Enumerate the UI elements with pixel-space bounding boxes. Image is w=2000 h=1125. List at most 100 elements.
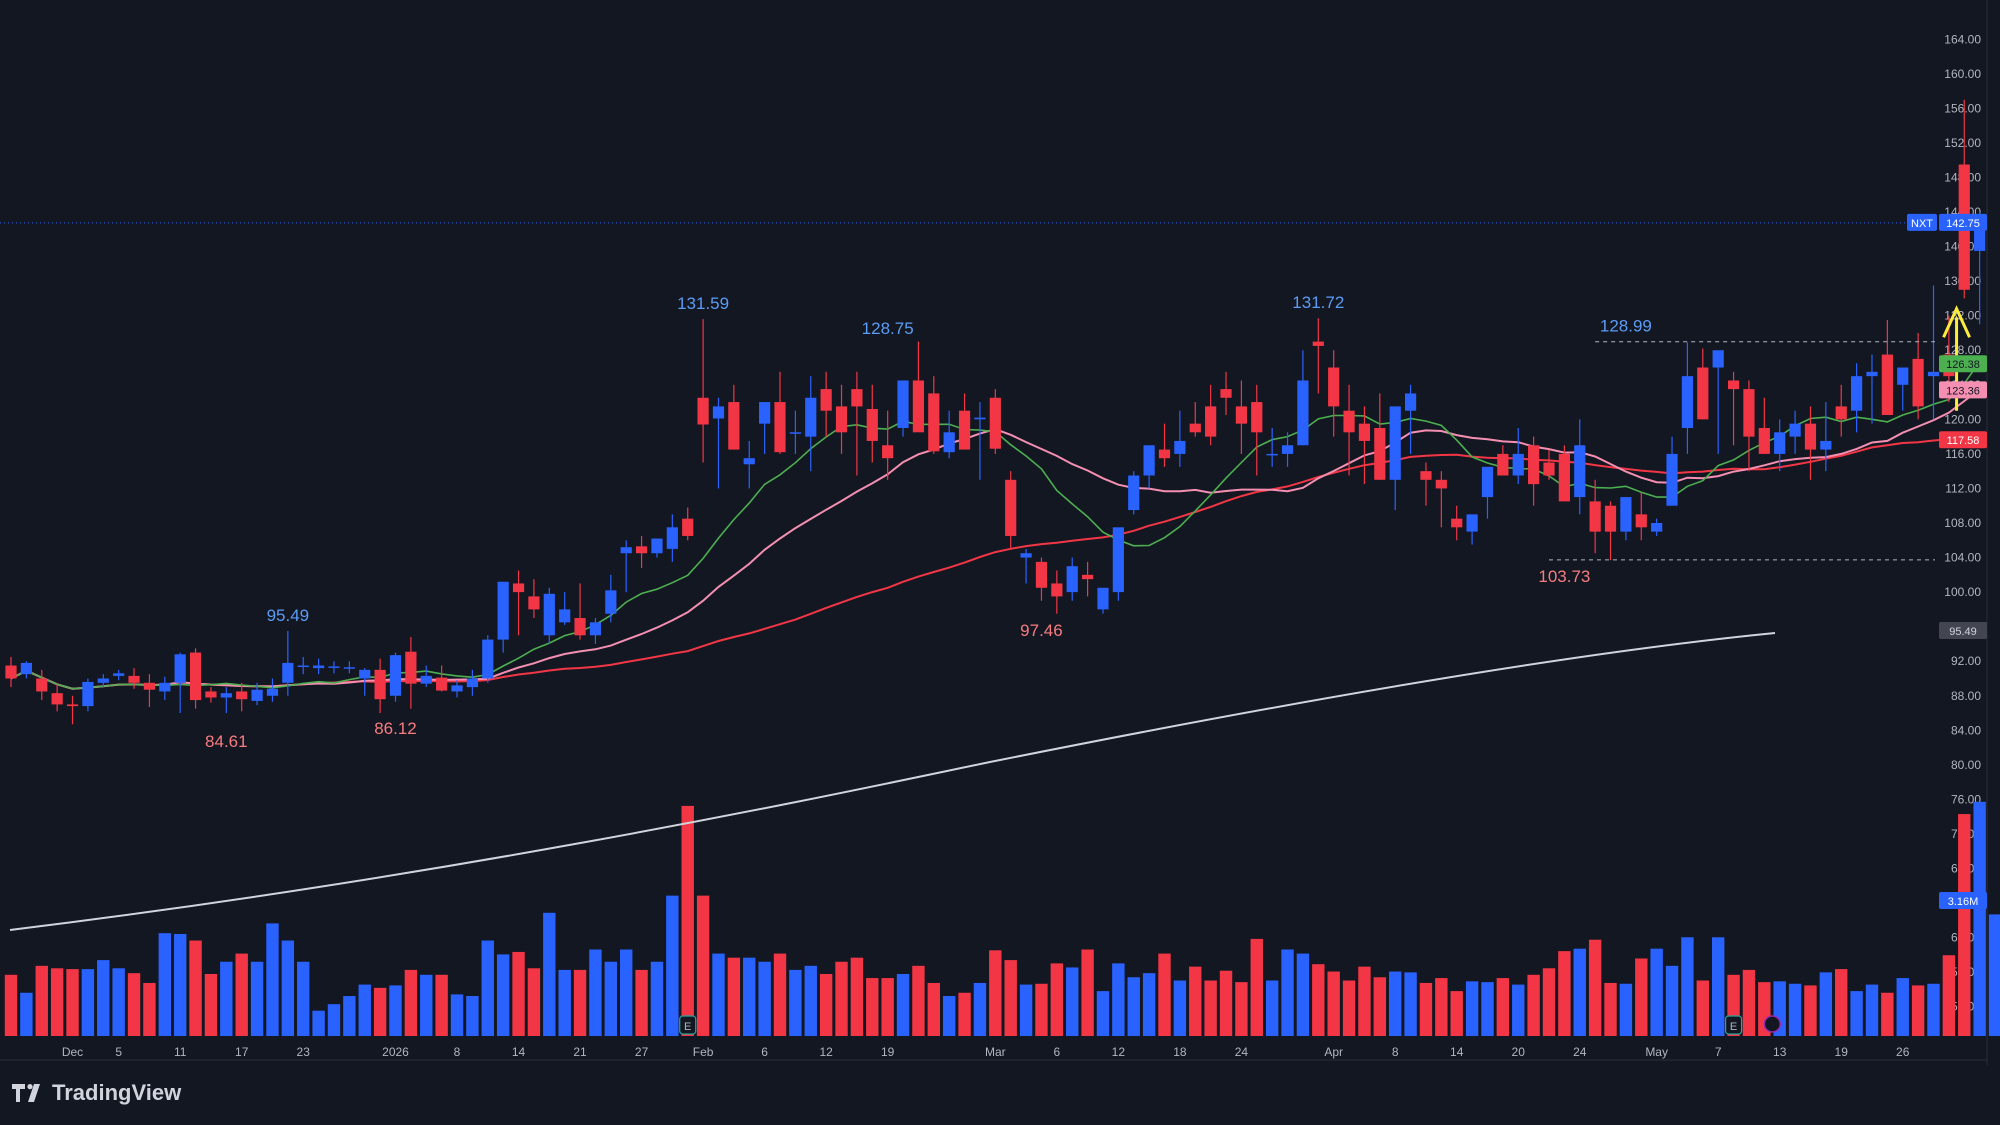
volume-bar <box>35 965 48 1036</box>
volume-bar <box>1281 949 1294 1036</box>
chart-background <box>0 0 2000 1065</box>
volume-bar <box>1496 978 1510 1036</box>
volume-bar <box>327 1004 341 1036</box>
volume-bar <box>1435 978 1448 1036</box>
volume-bar <box>573 969 587 1036</box>
volume-bar <box>1081 949 1094 1036</box>
candle-body <box>1835 406 1847 420</box>
candle-body <box>266 688 279 696</box>
volume-bar <box>681 805 694 1036</box>
volume-bar <box>112 968 125 1036</box>
x-tick-label: 5 <box>115 1045 122 1059</box>
last-price-badge-bg <box>1939 213 1987 231</box>
x-tick-label: Dec <box>62 1045 83 1059</box>
volume-bar <box>1265 980 1279 1036</box>
volume-bar <box>66 969 79 1036</box>
volume-bar <box>1665 965 1679 1036</box>
y-tick-label: 108.00 <box>1944 516 1981 530</box>
candlestick-chart[interactable]: 52.0056.0060.0064.0068.0072.0076.0080.00… <box>0 0 2000 1065</box>
earnings-letter: E <box>1730 1021 1737 1033</box>
x-tick-label: 17 <box>235 1045 249 1059</box>
candle-body <box>328 666 340 668</box>
candle-body <box>1512 453 1524 476</box>
y-tick-label: 88.00 <box>1951 689 1981 703</box>
price-annotation: 128.99 <box>1600 317 1652 336</box>
volume-bar <box>958 992 971 1036</box>
candle-body <box>712 406 725 419</box>
candle-body <box>405 651 417 684</box>
volume-bar <box>1219 970 1233 1036</box>
earnings-marker: E <box>679 1015 697 1035</box>
volume-bar <box>1635 958 1648 1036</box>
volume-bar <box>127 973 141 1036</box>
candle-body <box>1128 475 1140 511</box>
candle-body <box>1097 587 1109 610</box>
volume-bar <box>1819 972 1833 1036</box>
x-tick-label: May <box>1645 1045 1668 1059</box>
candle-body <box>882 445 894 459</box>
candle-body <box>66 704 79 707</box>
arrow-head <box>1942 305 1971 338</box>
candle-body <box>605 590 617 614</box>
last-price-badge-symbol-bg <box>1907 213 1937 231</box>
volume-bar <box>773 953 787 1036</box>
volume-bar <box>1450 991 1463 1036</box>
ma50-badge-label: 117.58 <box>1947 435 1980 447</box>
volume-bar <box>1404 972 1417 1036</box>
candle-body <box>1758 427 1770 454</box>
volume-bar <box>466 996 479 1036</box>
x-tick-label: 8 <box>454 1045 461 1059</box>
candle-body <box>805 397 817 437</box>
tradingview-logo[interactable]: TradingView <box>12 1080 181 1106</box>
volume-bar <box>1850 991 1863 1036</box>
volume-bar <box>343 996 356 1036</box>
volume-bar <box>1896 978 1909 1036</box>
volume-bar <box>1127 977 1140 1036</box>
candle-body <box>466 678 478 688</box>
candle-body <box>1851 376 1863 411</box>
candle-body <box>682 518 694 536</box>
volume-bar <box>1512 984 1525 1036</box>
price-annotation: 131.59 <box>677 294 729 313</box>
candle-body <box>1266 453 1278 456</box>
volume-bar <box>1558 951 1571 1036</box>
price-annotation: 84.61 <box>205 732 248 751</box>
volume-bar <box>1342 980 1356 1036</box>
candle-body <box>1604 505 1617 532</box>
volume-bar <box>1481 982 1494 1036</box>
candle-body <box>958 410 971 450</box>
volume-bar <box>266 923 279 1036</box>
volume-bar <box>1250 938 1263 1036</box>
x-tick-label: 27 <box>635 1045 649 1059</box>
candle-body <box>1927 371 1940 377</box>
y-tick-label: 120.00 <box>1944 412 1981 426</box>
candle-body <box>1328 367 1340 407</box>
volume-bar <box>758 961 771 1036</box>
volume-bar <box>404 969 418 1036</box>
candle-body <box>1697 367 1709 420</box>
volume-bar <box>1588 939 1602 1036</box>
candle-body <box>1297 380 1309 446</box>
candle-body <box>1158 449 1171 459</box>
volume-bar <box>804 965 817 1036</box>
candle-body <box>1451 518 1463 528</box>
volume-bar <box>1788 983 1802 1036</box>
earnings-badge <box>679 1015 697 1035</box>
volume-bar <box>927 982 940 1036</box>
candle-body <box>359 669 371 679</box>
candle-body <box>1481 466 1494 498</box>
y-tick-label: 84.00 <box>1951 723 1981 737</box>
candle-body <box>1112 527 1124 593</box>
candle-body <box>1066 566 1078 593</box>
candle-body <box>389 655 402 696</box>
candle-body <box>635 546 648 554</box>
candle-body <box>159 682 171 692</box>
candle-body <box>728 402 740 450</box>
x-tick-label: 12 <box>1112 1045 1126 1059</box>
candle-body <box>928 393 940 452</box>
volume-bar <box>1019 984 1033 1036</box>
volume-bar <box>527 968 541 1036</box>
candle-body <box>1881 354 1893 416</box>
price-annotation: 103.73 <box>1538 567 1590 586</box>
volume-bar <box>543 912 556 1036</box>
